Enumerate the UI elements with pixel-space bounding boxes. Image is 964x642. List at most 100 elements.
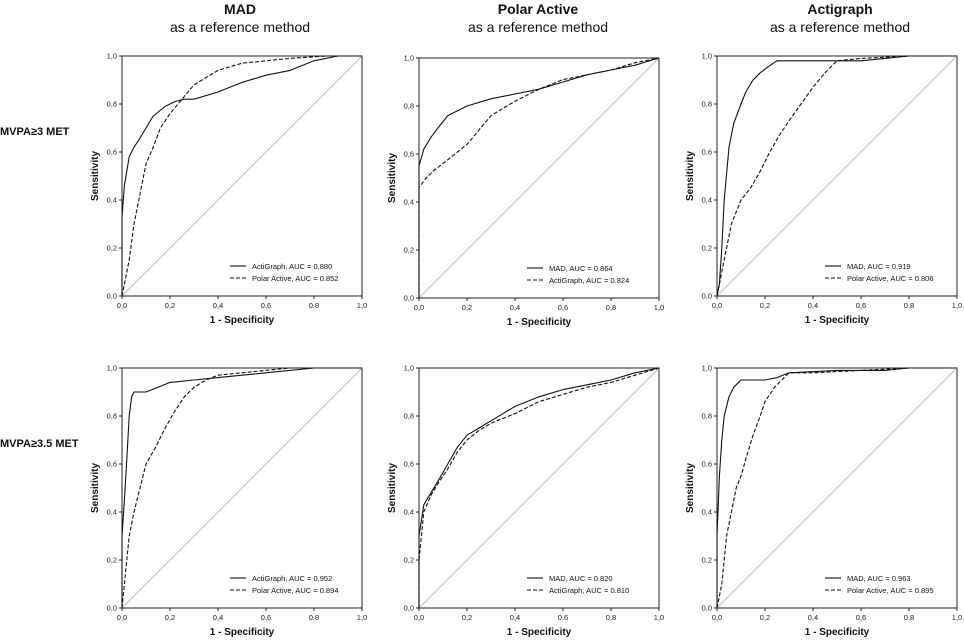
- y-tick-label: 1,0: [702, 364, 712, 373]
- y-tick-label: 0,0: [404, 604, 414, 613]
- x-tick-label: 0,0: [712, 613, 722, 622]
- y-tick-label: 1,0: [404, 54, 414, 63]
- x-axis-label: 1 - Specificity: [210, 315, 275, 326]
- roc-curve-actigraph: [418, 57, 660, 298]
- y-tick-label: 0,0: [107, 292, 117, 301]
- roc-chart-actigraph-mvpa-3: 0,00,0 0,2 0,2 0,4 0,4 0,6 0,6 0,8 0,8 1,0 1,0 1 - …: [685, 52, 962, 327]
- x-tick-label: 0,8: [309, 301, 319, 310]
- y-tick-label: 0,4: [107, 196, 117, 205]
- reference-diagonal: [121, 367, 363, 609]
- y-tick-label: 0,2: [404, 246, 414, 255]
- y-tick-label: 0,6: [404, 150, 414, 159]
- y-tick-label: 0,6: [702, 460, 712, 469]
- column-subtitle: as a reference method: [769, 19, 911, 35]
- y-tick-label: 0,6: [107, 148, 117, 157]
- roc-curve-actigraph: [121, 55, 362, 296]
- roc-chart-actigraph-mvpa-3-5: 0,00,0 0,2 0,2 0,4 0,4 0,6 0,6 0,8 0,8 1,0 1,0 1 - …: [685, 364, 962, 639]
- y-tick-label: 0,4: [107, 508, 117, 517]
- y-tick-label: 0,0: [404, 294, 414, 303]
- roc-curve-actigraph: [418, 367, 660, 608]
- roc-curve-mad: [418, 367, 660, 608]
- x-tick-label: 1,0: [357, 613, 367, 622]
- y-tick-label: 0,4: [404, 198, 414, 207]
- x-tick-label: 0,4: [808, 613, 818, 622]
- x-axis-label: 1 - Specificity: [805, 315, 870, 326]
- x-tick-label: 0,8: [904, 301, 914, 310]
- y-tick-label: 0,2: [702, 556, 712, 565]
- column-heading-actigraph: Actigraph as a reference method: [700, 0, 964, 36]
- roc-chart-polar-active-mvpa-3-5: 0,00,0 0,2 0,2 0,4 0,4 0,6 0,6 0,8 0,8 1,0 1,0 1 - …: [387, 364, 664, 639]
- column-subtitle: as a reference method: [467, 19, 609, 35]
- x-axis-label: 1 - Specificity: [507, 627, 572, 638]
- y-axis-label: Sensitivity: [685, 151, 696, 201]
- legend-entry: MAD, AUC = 0.864: [549, 264, 613, 273]
- y-tick-label: 0,6: [404, 460, 414, 469]
- x-tick-label: 0,2: [760, 613, 770, 622]
- column-title: Polar Active: [497, 1, 579, 17]
- x-tick-label: 0,6: [856, 301, 866, 310]
- row-label-mvpa-3-5: MVPA≥3.5 MET: [0, 438, 79, 450]
- legend-entry: Polar Active, AUC = 0.852: [252, 274, 339, 283]
- legend-entry: MAD, AUC = 0.963: [847, 574, 911, 583]
- roc-chart-mad-mvpa-3-5: 0,00,0 0,2 0,2 0,4 0,4 0,6 0,6 0,8 0,8 1,0 1,0 1 - …: [90, 364, 367, 639]
- reference-diagonal: [716, 55, 958, 297]
- x-tick-label: 0,6: [558, 613, 568, 622]
- x-tick-label: 0,6: [261, 613, 271, 622]
- y-tick-label: 0,2: [107, 244, 117, 253]
- x-tick-label: 0,4: [213, 613, 223, 622]
- y-tick-label: 0,0: [107, 604, 117, 613]
- y-tick-label: 0,8: [107, 412, 117, 421]
- x-tick-label: 0,6: [856, 613, 866, 622]
- y-tick-label: 0,4: [404, 508, 414, 517]
- x-tick-label: 0,2: [462, 613, 472, 622]
- x-tick-label: 1,0: [357, 301, 367, 310]
- x-tick-label: 0,4: [213, 301, 223, 310]
- x-axis-label: 1 - Specificity: [507, 317, 572, 328]
- reference-diagonal: [716, 367, 958, 609]
- x-tick-label: 0,4: [808, 301, 818, 310]
- x-tick-label: 0,8: [904, 613, 914, 622]
- y-tick-label: 0,6: [107, 460, 117, 469]
- roc-curve-polar-active: [716, 367, 957, 609]
- y-axis-label: Sensitivity: [90, 151, 101, 201]
- y-tick-label: 0,8: [404, 412, 414, 421]
- y-tick-label: 0,8: [702, 100, 712, 109]
- y-tick-label: 1,0: [107, 364, 117, 373]
- reference-diagonal: [418, 57, 660, 299]
- column-heading-mad: MAD as a reference method: [100, 0, 380, 36]
- x-tick-label: 0,8: [309, 613, 319, 622]
- x-tick-label: 0,6: [558, 303, 568, 312]
- roc-curve-actigraph: [121, 367, 362, 608]
- roc-curve-mad: [716, 367, 957, 608]
- row-label-mvpa-3: MVPA≥3 MET: [0, 126, 70, 138]
- y-tick-label: 0,2: [404, 556, 414, 565]
- x-tick-label: 0,2: [165, 301, 175, 310]
- legend-entry: ActiGraph, AUC = 0.880: [252, 262, 332, 271]
- legend-entry: ActiGraph, AUC = 0.952: [252, 574, 332, 583]
- y-tick-label: 0,2: [702, 244, 712, 253]
- x-tick-label: 0,4: [510, 303, 520, 312]
- y-axis-label: Sensitivity: [90, 463, 101, 513]
- column-subtitle: as a reference method: [169, 19, 311, 35]
- x-tick-label: 0,4: [510, 613, 520, 622]
- x-tick-label: 0,8: [606, 303, 616, 312]
- roc-curve-polar-active: [121, 55, 362, 297]
- x-tick-label: 0,8: [606, 613, 616, 622]
- x-tick-label: 0,0: [117, 613, 127, 622]
- reference-diagonal: [418, 367, 660, 609]
- y-tick-label: 1,0: [702, 52, 712, 61]
- roc-curve-mad: [418, 57, 660, 298]
- x-tick-label: 0,0: [414, 303, 424, 312]
- x-tick-label: 1,0: [654, 613, 664, 622]
- y-tick-label: 0,0: [702, 292, 712, 301]
- x-axis-label: 1 - Specificity: [210, 627, 275, 638]
- x-tick-label: 1,0: [952, 613, 962, 622]
- y-tick-label: 0,2: [107, 556, 117, 565]
- y-axis-label: Sensitivity: [685, 463, 696, 513]
- y-tick-label: 0,8: [404, 102, 414, 111]
- x-tick-label: 0,0: [414, 613, 424, 622]
- legend-entry: Polar Active, AUC = 0.806: [847, 274, 934, 283]
- x-tick-label: 0,6: [261, 301, 271, 310]
- y-tick-label: 0,6: [702, 148, 712, 157]
- legend-entry: MAD, AUC = 0.919: [847, 262, 911, 271]
